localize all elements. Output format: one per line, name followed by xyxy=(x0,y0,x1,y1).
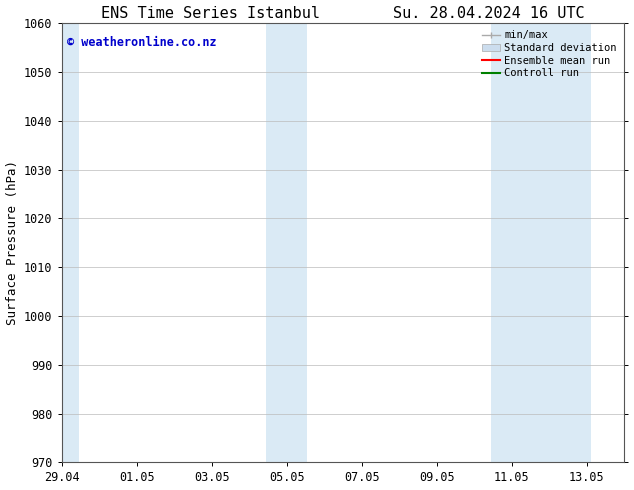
Title: ENS Time Series Istanbul        Su. 28.04.2024 16 UTC: ENS Time Series Istanbul Su. 28.04.2024 … xyxy=(101,5,585,21)
Legend: min/max, Standard deviation, Ensemble mean run, Controll run: min/max, Standard deviation, Ensemble me… xyxy=(479,28,619,80)
Bar xyxy=(58,23,79,463)
Bar xyxy=(266,23,307,463)
Text: © weatheronline.co.nz: © weatheronline.co.nz xyxy=(67,36,217,49)
Bar xyxy=(491,23,590,463)
Y-axis label: Surface Pressure (hPa): Surface Pressure (hPa) xyxy=(6,160,18,325)
